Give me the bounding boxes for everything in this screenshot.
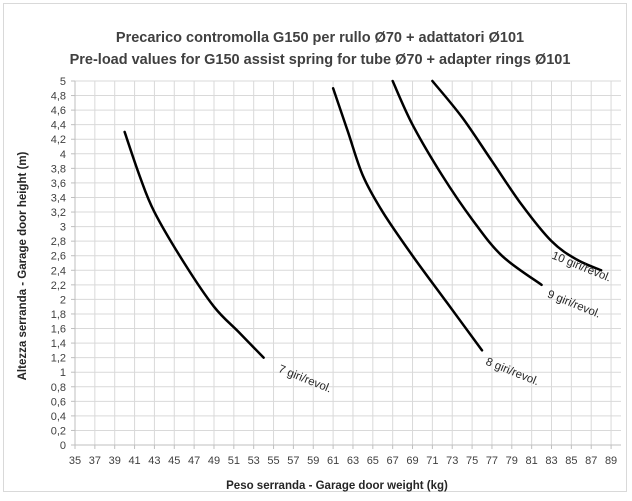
y-axis-label: Altezza serranda - Garage door height (m… xyxy=(17,151,29,380)
y-tick-label: 1,2 xyxy=(51,353,66,365)
x-tick-label: 53 xyxy=(248,455,260,467)
y-tick-label: 3,2 xyxy=(51,207,66,219)
y-tick-label: 4,2 xyxy=(51,134,66,146)
y-tick-label: 0,4 xyxy=(51,411,66,423)
x-tick-label: 37 xyxy=(89,455,101,467)
x-tick-label: 47 xyxy=(188,455,200,467)
x-tick-label: 71 xyxy=(426,455,438,467)
chart-subtitle: Pre-load values for G150 assist spring f… xyxy=(70,52,571,68)
y-tick-label: 1,8 xyxy=(51,309,66,321)
y-tick-label: 5 xyxy=(60,76,66,88)
x-tick-label: 77 xyxy=(486,455,498,467)
y-tick-label: 4,6 xyxy=(51,105,66,117)
y-tick-label: 2,4 xyxy=(51,265,66,277)
y-tick-label: 2,6 xyxy=(51,251,66,263)
series-label: 9 giri/revol. xyxy=(545,288,602,320)
x-tick-label: 39 xyxy=(109,455,121,467)
x-tick-label: 75 xyxy=(466,455,478,467)
y-tick-label: 4,4 xyxy=(51,120,66,132)
y-tick-label: 1 xyxy=(60,367,66,379)
x-tick-label: 61 xyxy=(327,455,339,467)
chart-title: Precarico contromolla G150 per rullo Ø70… xyxy=(116,30,524,46)
x-tick-label: 51 xyxy=(228,455,240,467)
x-tick-label: 65 xyxy=(367,455,379,467)
x-tick-label: 73 xyxy=(446,455,458,467)
y-tick-label: 3,4 xyxy=(51,192,66,204)
x-tick-label: 79 xyxy=(506,455,518,467)
y-tick-label: 3,6 xyxy=(51,178,66,190)
series-label: 7 giri/revol. xyxy=(276,363,333,395)
series-line xyxy=(391,79,543,287)
series-lines xyxy=(123,79,603,359)
axes xyxy=(71,80,621,449)
chart-frame: Precarico contromolla G150 per rullo Ø70… xyxy=(3,3,627,492)
y-tick-label: 0 xyxy=(60,440,66,452)
x-tick-label: 45 xyxy=(168,455,180,467)
x-tick-label: 49 xyxy=(208,455,220,467)
x-tick-label: 63 xyxy=(347,455,359,467)
x-tick-label: 81 xyxy=(526,455,538,467)
y-tick-label: 0,2 xyxy=(51,425,66,437)
series-labels: 7 giri/revol. 8 giri/revol.9 giri/revol.1… xyxy=(276,250,612,396)
y-tick-label: 2,2 xyxy=(51,280,66,292)
x-tick-label: 67 xyxy=(387,455,399,467)
y-tick-label: 4 xyxy=(60,149,66,161)
series-line xyxy=(331,87,484,352)
y-tick-label: 4,8 xyxy=(51,91,66,103)
y-tick-label: 0,8 xyxy=(51,382,66,394)
x-tick-label: 35 xyxy=(69,455,81,467)
x-tick-labels: 35 37 39 41 43 45 47 49 51 53 55 57 59 61 63 65 67 69 71 73… xyxy=(69,455,617,467)
y-tick-label: 1,4 xyxy=(51,338,66,350)
x-tick-label: 59 xyxy=(307,455,319,467)
line-chart: Precarico contromolla G150 per rullo Ø70… xyxy=(17,30,621,492)
x-tick-label: 55 xyxy=(267,455,279,467)
series-line xyxy=(123,130,265,359)
x-axis-label: Peso serranda - Garage door weight (kg) xyxy=(226,480,448,492)
x-tick-label: 69 xyxy=(406,455,418,467)
y-tick-label: 3,8 xyxy=(51,163,66,175)
y-tick-label: 2,8 xyxy=(51,236,66,248)
y-tick-labels: 0 0,2 0,4 0,6 0,8 1 1,2 1,4 1,6 1,8 2 2,2 2,4 2,6 2,8 3… xyxy=(51,76,66,452)
x-tick-label: 41 xyxy=(128,455,140,467)
series-line xyxy=(431,79,603,272)
y-tick-label: 2 xyxy=(60,294,66,306)
series-label: 10 giri/revol. xyxy=(550,250,613,285)
x-tick-label: 87 xyxy=(585,455,597,467)
y-tick-label: 3 xyxy=(60,222,66,234)
y-tick-label: 0,6 xyxy=(51,396,66,408)
x-tick-label: 85 xyxy=(565,455,577,467)
x-tick-label: 83 xyxy=(545,455,557,467)
gridlines xyxy=(74,80,621,446)
x-tick-label: 57 xyxy=(287,455,299,467)
y-tick-label: 1,6 xyxy=(51,324,66,336)
x-tick-label: 89 xyxy=(605,455,617,467)
x-tick-label: 43 xyxy=(148,455,160,467)
